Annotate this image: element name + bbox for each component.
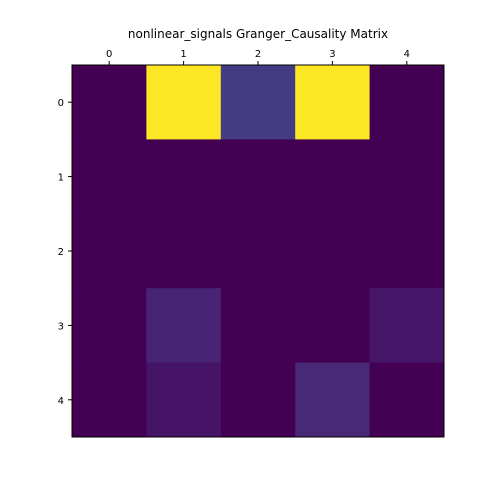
x-tick-label: 0 [106,49,112,60]
y-tick-label: 2 [58,247,64,258]
heatmap-cells [72,65,445,438]
heatmap-cell-1-3 [295,139,371,215]
heatmap-cell-4-4 [369,362,445,438]
y-tick-label: 4 [58,396,64,407]
heatmap-cell-3-3 [295,288,371,364]
heatmap-cell-4-0 [72,362,147,438]
heatmap-cell-0-3 [295,65,371,140]
x-axis-ticks: 0 1 2 3 4 [106,49,410,65]
x-tick-label: 1 [180,49,186,60]
heatmap-cell-0-4 [369,65,445,140]
heatmap-cell-2-2 [220,213,296,289]
heatmap-cell-1-1 [146,139,222,215]
heatmap-cell-0-1 [146,65,222,140]
heatmap-cell-4-2 [220,362,296,438]
y-tick-label: 1 [58,173,64,184]
heatmap-cell-1-4 [369,139,445,215]
heatmap-cell-2-3 [295,213,371,289]
heatmap-cell-2-1 [146,213,222,289]
y-tick-label: 3 [58,321,64,332]
heatmap-cell-2-0 [72,213,147,289]
heatmap-cell-4-3 [295,362,371,438]
y-axis-ticks: 0 1 2 3 4 [58,98,72,407]
heatmap-cell-2-4 [369,213,445,289]
heatmap-cell-1-0 [72,139,147,215]
heatmap-cell-0-0 [72,65,147,140]
x-tick-label: 3 [329,49,335,60]
heatmap-cell-0-2 [220,65,296,140]
x-tick-label: 2 [255,49,261,60]
heatmap-cell-3-4 [369,288,445,364]
y-tick-label: 0 [58,98,64,109]
x-tick-label: 4 [404,49,410,60]
chart-title: nonlinear_signals Granger_Causality Matr… [128,27,388,41]
heatmap-cell-3-2 [220,288,296,364]
heatmap-cell-3-1 [146,288,222,364]
heatmap-cell-4-1 [146,362,222,438]
heatmap-cell-1-2 [220,139,296,215]
heatmap-cell-3-0 [72,288,147,364]
